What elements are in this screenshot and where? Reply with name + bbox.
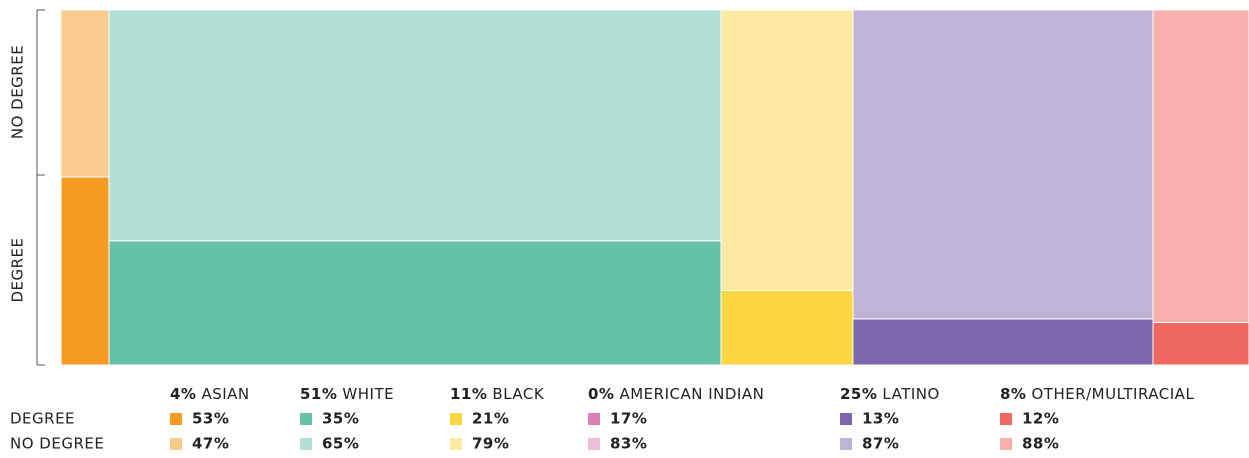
legend-header: 51% WHITE: [300, 385, 394, 403]
y-label-no-degree: NO DEGREE: [9, 45, 27, 139]
category-label: LATINO: [882, 385, 939, 403]
category-label: BLACK: [492, 385, 544, 403]
mosaic-cell: [60, 176, 110, 366]
mosaic-cell: [720, 9, 854, 291]
value-label: 12%: [1022, 410, 1059, 428]
legend-swatch: [450, 438, 462, 450]
category-label: ASIAN: [201, 385, 249, 403]
share-label: 8%: [1000, 385, 1026, 403]
share-label: 25%: [840, 385, 877, 403]
legend-header: 4% ASIAN: [170, 385, 250, 403]
mosaic-cell: [1152, 321, 1249, 366]
value-label: 87%: [862, 435, 899, 453]
legend-swatch: [170, 413, 182, 425]
legend-swatch: [450, 413, 462, 425]
legend-header: 25% LATINO: [840, 385, 940, 403]
legend-header: 11% BLACK: [450, 385, 545, 403]
category-label: AMERICAN INDIAN: [619, 385, 764, 403]
value-label: 79%: [472, 435, 509, 453]
legend-header: 8% OTHER/MULTIRACIAL: [1000, 385, 1194, 403]
mosaic-cell: [60, 9, 110, 178]
mosaic-cell: [108, 9, 722, 242]
legend-swatch: [588, 413, 600, 425]
category-label: WHITE: [342, 385, 394, 403]
mosaic-cell: [720, 289, 854, 366]
legend-swatch: [1000, 413, 1012, 425]
share-label: 4%: [170, 385, 196, 403]
legend-swatch: [300, 413, 312, 425]
legend-swatch: [300, 438, 312, 450]
legend-swatch: [840, 413, 852, 425]
mosaic-cell: [108, 240, 722, 366]
legend-header: 0% AMERICAN INDIAN: [588, 385, 764, 403]
row-label-degree: DEGREE: [10, 410, 75, 428]
share-label: 11%: [450, 385, 487, 403]
share-label: 0%: [588, 385, 614, 403]
value-label: 17%: [610, 410, 647, 428]
value-label: 53%: [192, 410, 229, 428]
legend-swatch: [1000, 438, 1012, 450]
mosaic-cell: [852, 318, 1154, 366]
value-label: 35%: [322, 410, 359, 428]
value-label: 83%: [610, 435, 647, 453]
mosaic-cell: [1152, 9, 1249, 323]
value-label: 13%: [862, 410, 899, 428]
share-label: 51%: [300, 385, 337, 403]
mosaic-cell: [852, 9, 1154, 320]
legend-swatch: [170, 438, 182, 450]
y-bracket: [36, 9, 45, 366]
legend-swatch: [840, 438, 852, 450]
value-label: 65%: [322, 435, 359, 453]
value-label: 21%: [472, 410, 509, 428]
row-label-no-degree: NO DEGREE: [10, 435, 104, 453]
value-label: 88%: [1022, 435, 1059, 453]
y-label-degree: DEGREE: [9, 237, 27, 302]
value-label: 47%: [192, 435, 229, 453]
category-label: OTHER/MULTIRACIAL: [1031, 385, 1194, 403]
legend-swatch: [588, 438, 600, 450]
